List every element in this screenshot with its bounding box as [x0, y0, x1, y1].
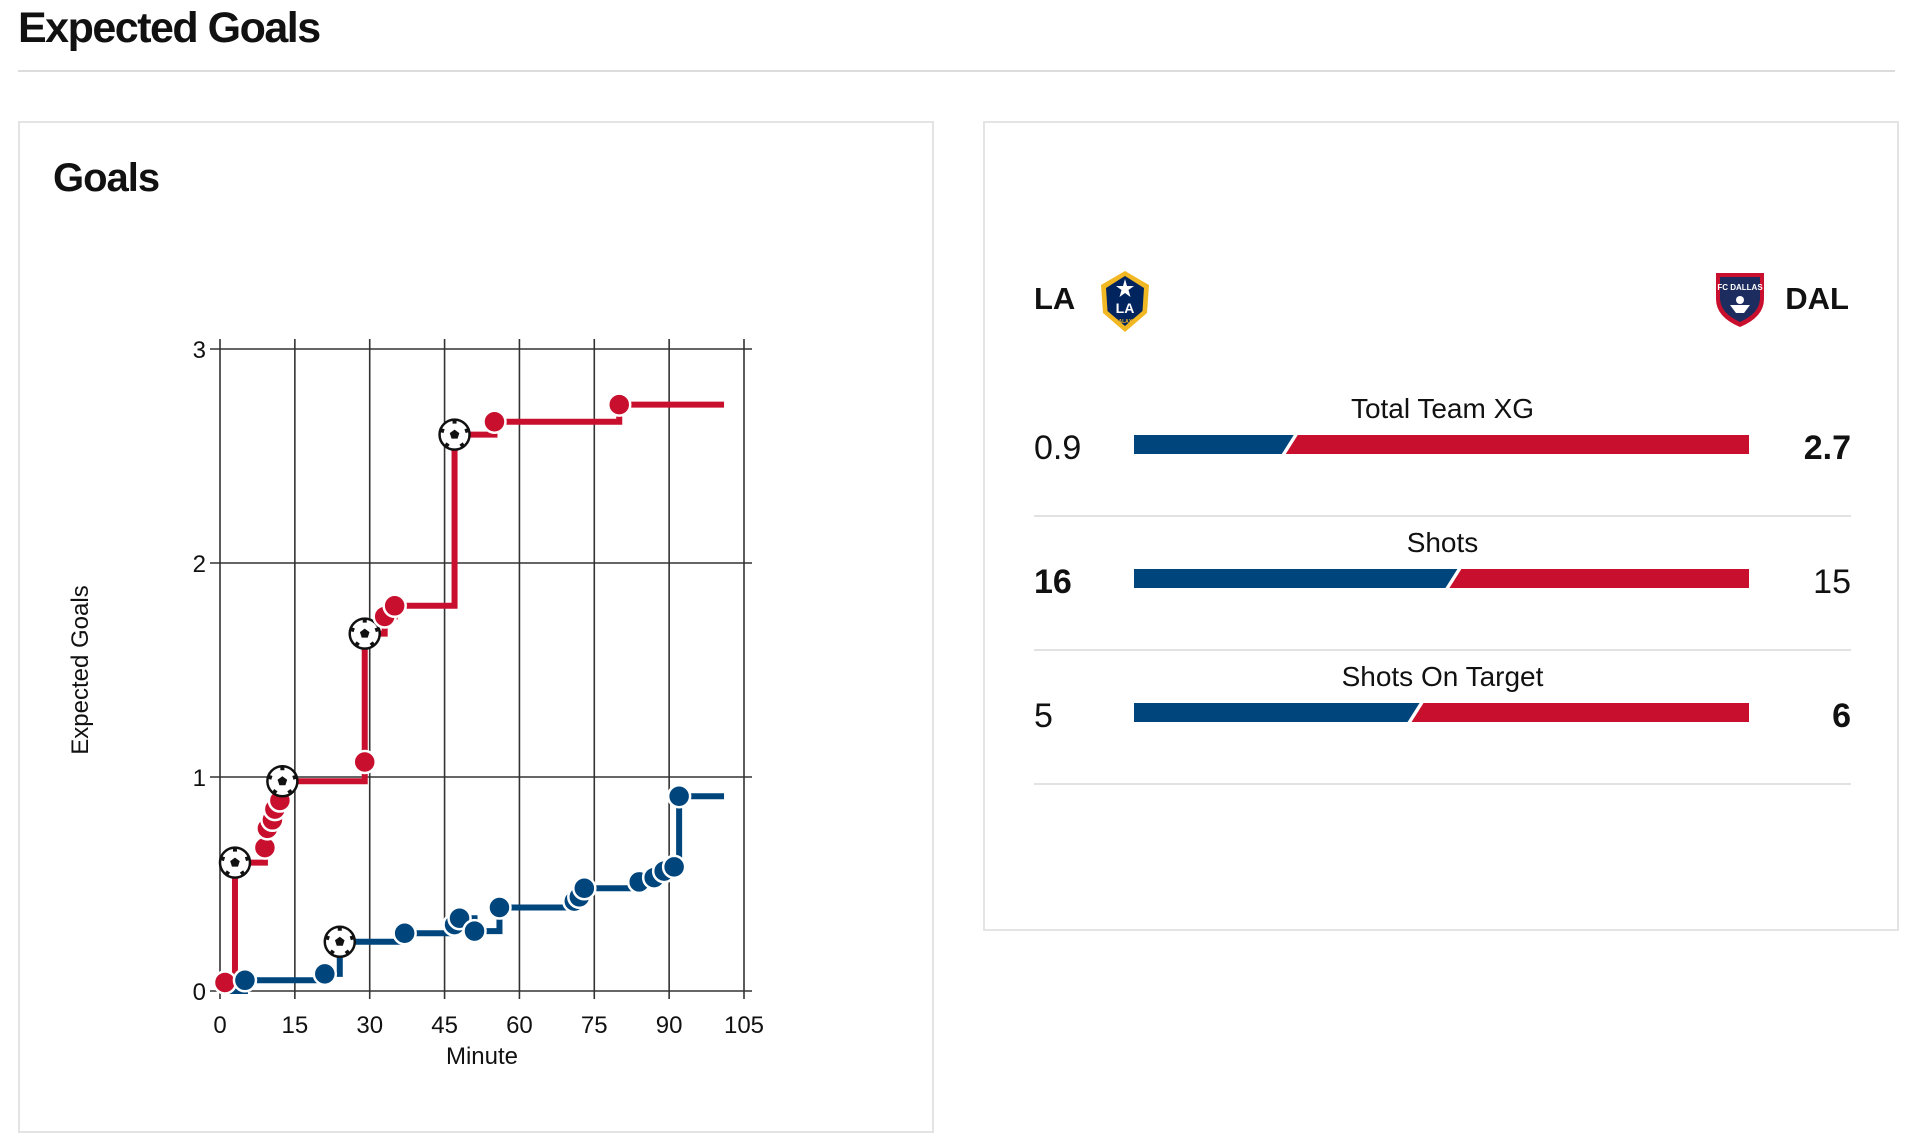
stat-home-value: 5 — [1034, 697, 1053, 735]
shot-point-la — [232, 968, 258, 993]
stat-label: Shots On Target — [1341, 661, 1544, 692]
stat-bar — [1134, 569, 1749, 588]
stat-bar-away — [1411, 703, 1749, 722]
away-team-abbr: DAL — [1785, 281, 1849, 316]
stat-label: Total Team XG — [1350, 393, 1535, 424]
goal-ball-icon — [217, 845, 252, 880]
x-tick-label: 60 — [506, 1012, 533, 1039]
stat-bar-away — [1285, 435, 1749, 454]
stat-bar — [1134, 435, 1749, 454]
x-tick-label: 30 — [356, 1012, 383, 1039]
goal-ball-icon — [437, 417, 472, 452]
goals-card: Goals 0 15 30 45 60 75 90 105 0 1 2 3 Minute Expected… — [18, 121, 934, 1133]
y-tick-label: 2 — [193, 551, 206, 578]
stat-row-shots-on-target: Shots On Target 5 6 — [1034, 651, 1851, 785]
stat-bar-home — [1134, 703, 1420, 722]
shot-point-la — [572, 876, 597, 901]
shot-point-dal — [212, 970, 238, 995]
y-tick-label: 3 — [193, 337, 206, 364]
xg-timeline-chart: 0 15 30 45 60 75 90 105 0 1 2 3 Minute Expected Goals — [67, 337, 764, 1070]
la-logo-text: LA — [1116, 300, 1135, 316]
stat-away-value: 6 — [1832, 697, 1851, 735]
stat-home-value: 16 — [1034, 563, 1072, 601]
x-tick-label: 0 — [213, 1012, 226, 1039]
shot-point-la — [661, 854, 687, 880]
shot-point-dal — [606, 392, 632, 417]
y-axis-title: Expected Goals — [67, 585, 94, 754]
stat-label: Shots — [1406, 527, 1479, 558]
shot-point-la — [392, 920, 417, 946]
shot-point-la — [666, 784, 692, 809]
stat-home-value: 0.9 — [1034, 429, 1082, 467]
stat-away-value: 15 — [1813, 563, 1851, 601]
page-title: Expected Goals — [18, 4, 321, 52]
comparison-card: LA LA GALAXY FC DALLAS DAL Total Team XG… — [983, 121, 1899, 931]
goals-card-title: Goals — [53, 156, 160, 200]
la-galaxy-logo-icon: LA GALAXY — [1101, 271, 1149, 332]
shot-point-dal — [382, 593, 407, 619]
la-logo-subtext: GALAXY — [1115, 319, 1137, 325]
goal-ball-icon — [322, 924, 357, 959]
y-tick-label: 1 — [193, 765, 206, 792]
stat-row-shots: Shots 16 15 — [1034, 517, 1851, 651]
stat-bar — [1134, 703, 1749, 722]
stat-bar-home — [1134, 435, 1294, 454]
fc-dallas-logo-text: FC DALLAS — [1717, 283, 1763, 292]
shot-point-la — [312, 961, 338, 987]
stat-bar-away — [1449, 569, 1749, 588]
y-tick-label: 0 — [193, 979, 206, 1006]
home-team-abbr: LA — [1034, 281, 1076, 316]
shot-point-la — [487, 895, 512, 920]
x-tick-label: 15 — [282, 1012, 309, 1039]
stat-bar-home — [1134, 569, 1458, 588]
shot-point-dal — [482, 409, 507, 435]
x-tick-label: 75 — [581, 1012, 608, 1039]
goal-ball-icon — [265, 764, 300, 799]
fc-dallas-logo-icon: FC DALLAS — [1716, 273, 1764, 327]
x-tick-label: 90 — [656, 1012, 683, 1039]
stat-row-total-xg: Total Team XG 0.9 2.7 — [1034, 383, 1851, 517]
x-tick-label: 105 — [724, 1012, 764, 1039]
x-axis-title: Minute — [446, 1043, 518, 1070]
stat-away-value: 2.7 — [1803, 429, 1851, 467]
shot-point-la — [462, 918, 487, 944]
x-tick-label: 45 — [431, 1012, 458, 1039]
shot-point-dal — [352, 749, 377, 775]
title-divider — [18, 70, 1895, 72]
